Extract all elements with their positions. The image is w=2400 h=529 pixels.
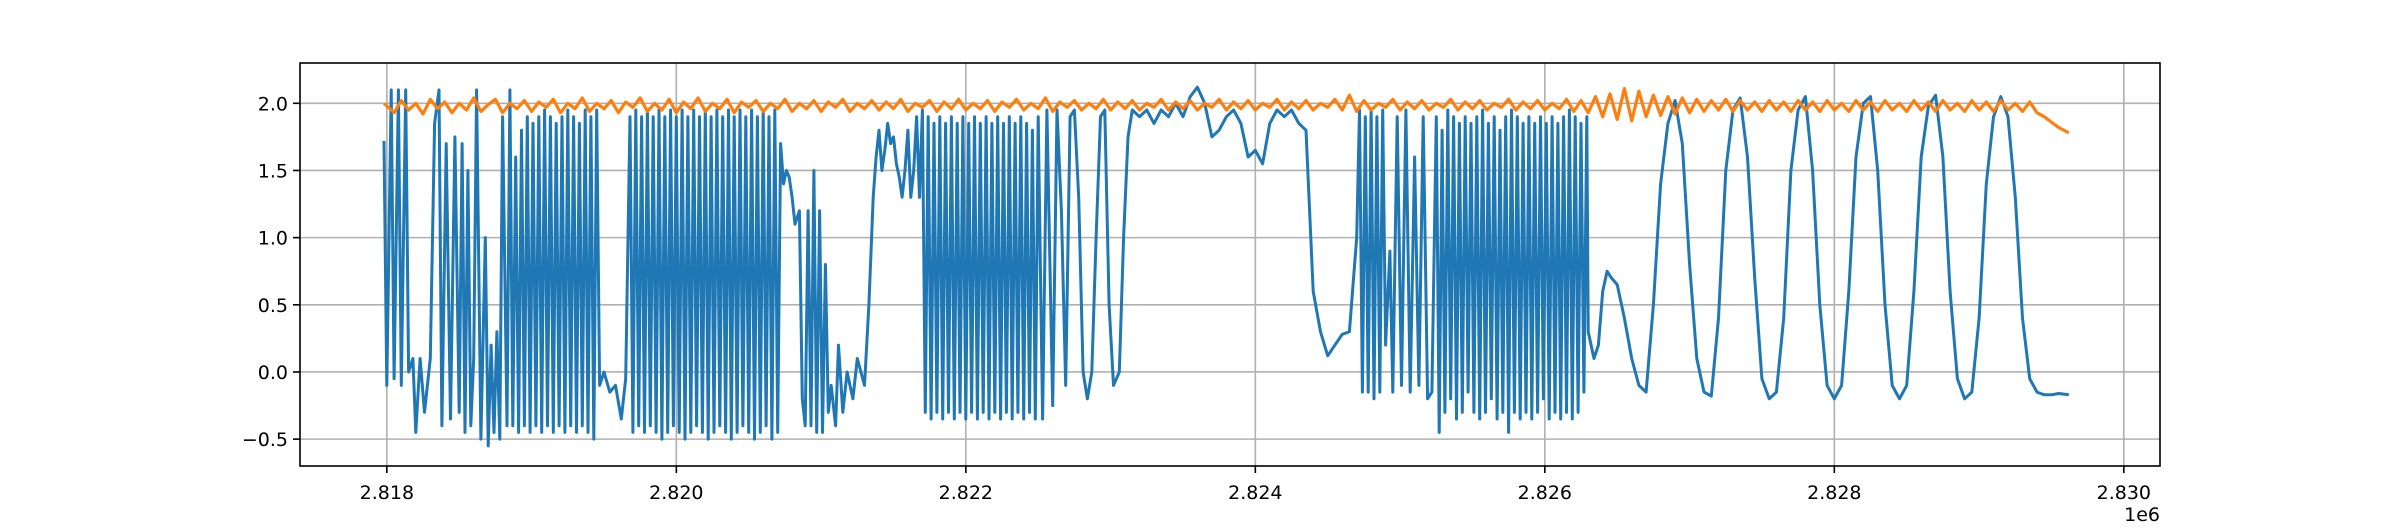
plot-frame bbox=[299, 62, 2161, 467]
x-tick-label: 2.828 bbox=[1807, 482, 1861, 504]
x-tick-label: 2.830 bbox=[2097, 482, 2151, 504]
y-tick-label: 2.0 bbox=[258, 93, 288, 115]
x-tick-label: 2.820 bbox=[649, 482, 703, 504]
y-tick-label: 1.5 bbox=[258, 160, 288, 182]
axis-ticks: 2.818 2.820 2.822 2.824 2.826 2.828 2.830 −0.5 0… bbox=[242, 93, 2151, 504]
y-tick-label: 1.0 bbox=[258, 228, 288, 250]
series-line-1 bbox=[382, 85, 2069, 448]
x-tick-label: 2.826 bbox=[1518, 482, 1572, 504]
series-line-2 bbox=[382, 86, 2070, 135]
x-tick-label: 2.824 bbox=[1228, 482, 1282, 504]
y-tick-label: −0.5 bbox=[242, 429, 288, 451]
y-tick-label: 0.0 bbox=[258, 362, 288, 384]
x-tick-label: 2.822 bbox=[939, 482, 993, 504]
series-layer bbox=[382, 85, 2070, 448]
grid bbox=[300, 63, 2160, 466]
y-tick-label: 0.5 bbox=[258, 295, 288, 317]
x-tick-label: 2.818 bbox=[360, 482, 414, 504]
x-offset-label: 1e6 bbox=[2124, 504, 2160, 525]
